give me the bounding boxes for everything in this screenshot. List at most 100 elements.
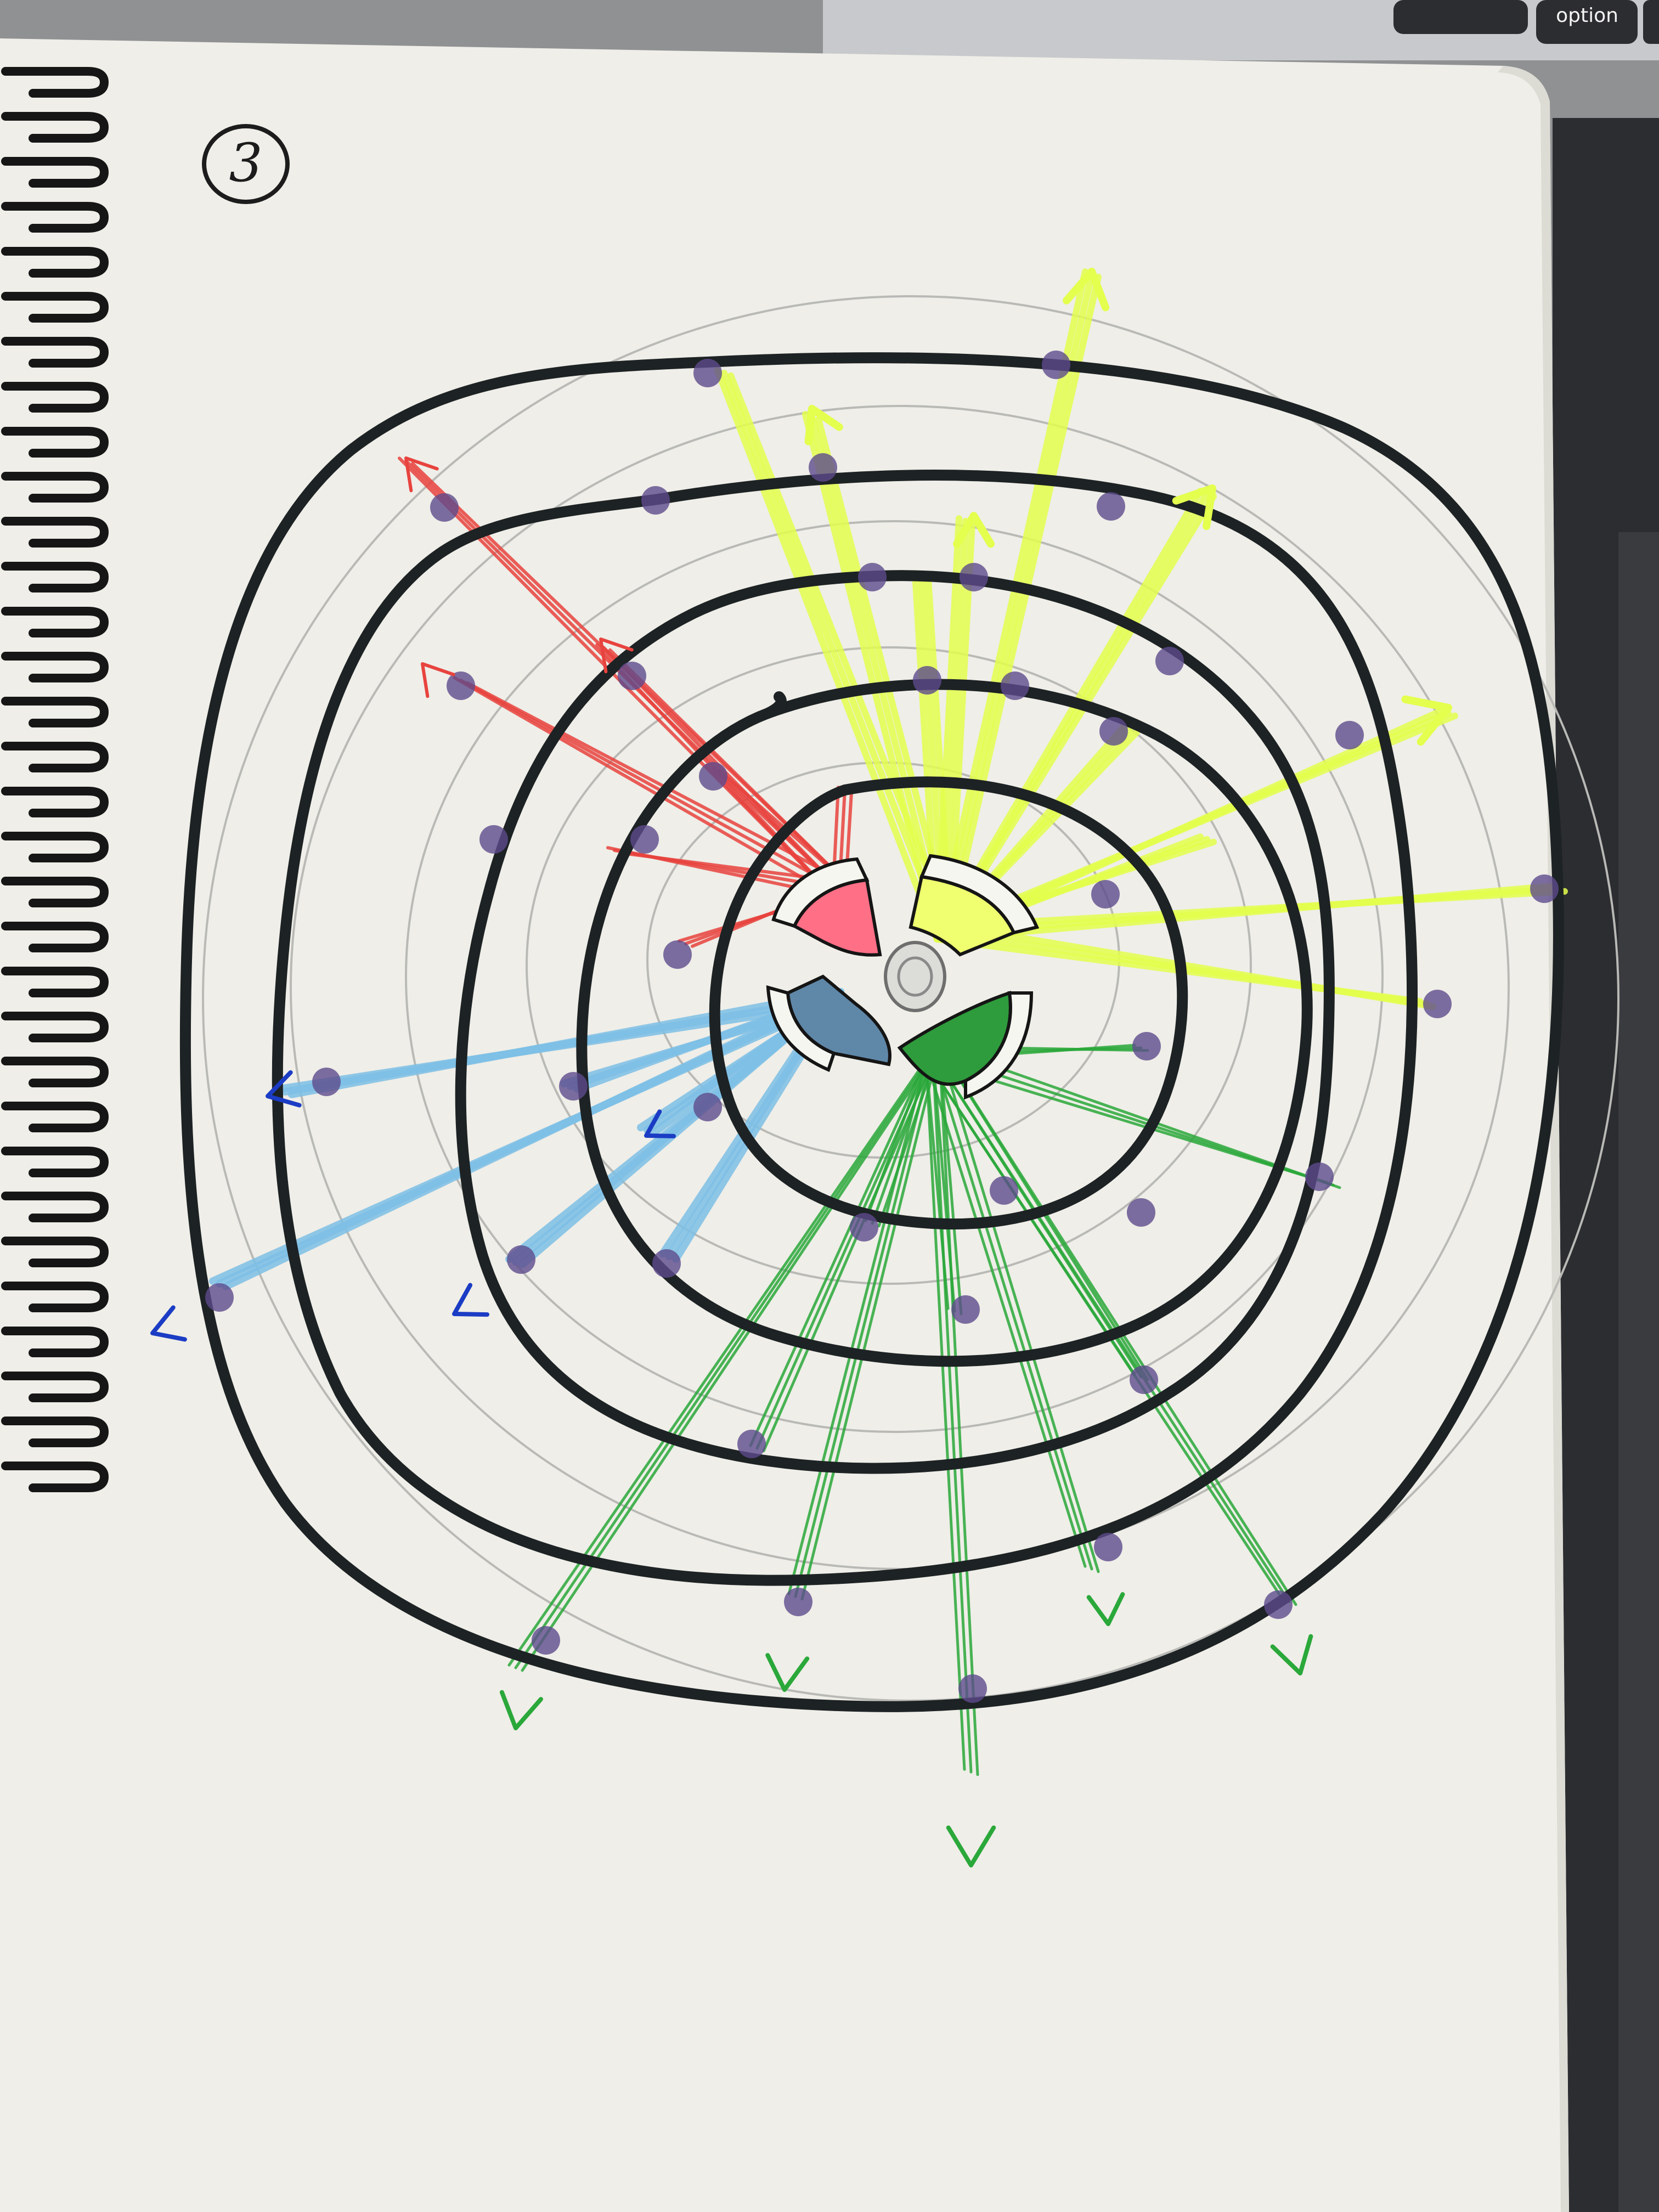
circle-marker-icon (1127, 1198, 1155, 1227)
ray-yellow (934, 268, 1088, 943)
spiral-loop (1, 922, 109, 952)
spiral-loop (1, 472, 109, 503)
keyboard (823, 0, 1659, 60)
spiral-loop (1, 967, 109, 997)
ray-yellow (947, 273, 1102, 929)
arrowhead-icon (266, 1070, 302, 1108)
circle-marker-icon (1099, 717, 1128, 746)
circle-marker-icon (663, 940, 692, 969)
circle-marker-icon (693, 359, 722, 387)
spiral-loop (1, 427, 109, 458)
circle-marker-icon (1305, 1163, 1334, 1191)
ray-green (938, 1045, 1100, 1573)
ink-ring-3 (455, 570, 1335, 1474)
ray-green (924, 1058, 950, 1310)
arrowhead-icon (421, 662, 455, 698)
ray-yellow (947, 712, 1458, 929)
circle-marker-icon (990, 1176, 1018, 1205)
ray-red (608, 648, 848, 884)
circle-marker-icon (951, 1295, 980, 1324)
spiral-loop (1, 517, 109, 548)
circle-marker-icon (447, 672, 475, 700)
circle-marker-icon (1094, 1533, 1122, 1561)
spiral-loop (1, 1147, 109, 1177)
ink-ring-outer (179, 352, 1564, 1712)
ray-green (749, 1058, 928, 1447)
circle-marker-icon (1264, 1590, 1293, 1619)
circle-marker-icon (737, 1430, 766, 1458)
ray-red (453, 676, 834, 897)
circle-marker-icon (641, 486, 670, 515)
ray-blue (288, 988, 844, 1098)
spiral-loop (1, 877, 109, 907)
arrowhead-icon (404, 456, 439, 493)
circle-marker-icon (652, 1249, 681, 1278)
circle-marker-icon (1091, 880, 1120, 909)
ink-ring-tail (763, 691, 787, 719)
circle-marker-icon (1001, 672, 1029, 700)
circle-marker-icon (507, 1245, 535, 1274)
ray-green (938, 1045, 979, 1776)
ray-yellow (947, 888, 1568, 929)
arrowhead-icon (599, 637, 634, 674)
circle-marker-icon (858, 563, 887, 591)
circle-marker-icon (479, 825, 508, 854)
ray-blue (222, 988, 844, 1290)
spiral-loop (1, 697, 109, 727)
keyboard-key-command (1393, 0, 1528, 34)
arrowhead-icon (1086, 1592, 1125, 1626)
circle-marker-icon (630, 825, 659, 854)
notebook-edge-shadow (1618, 532, 1659, 2212)
spiral-loop (1, 1012, 109, 1042)
spiral-loop (1, 247, 109, 278)
circle-markers (205, 351, 1559, 1703)
circle-marker-icon (1423, 990, 1452, 1018)
spiral-loop (1, 292, 109, 323)
circle-marker-icon (430, 493, 459, 522)
circle-marker-icon (850, 1213, 878, 1242)
arrowhead-icon (1063, 268, 1110, 312)
spiral-loop (1, 112, 109, 143)
arrowhead-icon (644, 1109, 676, 1138)
circle-marker-icon (1097, 492, 1125, 521)
circle-marker-icon (1132, 1032, 1161, 1060)
spiral-loop (1, 157, 109, 188)
circle-marker-icon (809, 453, 837, 482)
speaker-fringe-green (964, 991, 1034, 1100)
spiral-loop (1, 562, 109, 592)
circle-marker-icon (693, 1093, 722, 1121)
circle-marker-icon (1530, 874, 1559, 903)
circle-marker-icon (532, 1626, 560, 1655)
spiral-loop (1, 382, 109, 413)
ray-green (924, 1058, 1087, 1568)
circle-marker-icon (913, 666, 941, 695)
circle-marker-icon (1155, 647, 1184, 675)
ray-yellow (802, 411, 940, 943)
keyboard-option-label: option (1556, 4, 1618, 27)
ink-ring-4 (272, 470, 1418, 1586)
ray-green (938, 1045, 963, 1316)
speaker-fringe-yellow (919, 854, 1040, 935)
circle-marker-icon (1042, 351, 1070, 379)
arrowhead-icon (452, 1283, 489, 1317)
spiral-loop (1, 1057, 109, 1087)
circle-marker-icon (960, 563, 988, 591)
spiral-loop (1, 1102, 109, 1132)
arrowhead-icon (1401, 695, 1452, 746)
ray-green (931, 1052, 956, 1313)
spiral-loop (1, 67, 109, 98)
arrowhead-icon (953, 512, 995, 548)
arrowhead-icon (946, 1825, 996, 1867)
spiral-loop (1, 1192, 109, 1222)
ray-yellow (809, 414, 947, 936)
ray-green (931, 1052, 1093, 1571)
ray-green (924, 1058, 966, 1771)
ray-yellow (940, 271, 1095, 936)
spiral-loop (1, 337, 109, 368)
ray-green (787, 1058, 928, 1595)
sketchbook-page (0, 38, 1569, 2212)
arrowhead-icon (499, 1690, 543, 1730)
circle-marker-icon (1335, 721, 1364, 749)
arrowheads (150, 268, 1452, 1867)
spiral-loop (1, 1372, 109, 1402)
